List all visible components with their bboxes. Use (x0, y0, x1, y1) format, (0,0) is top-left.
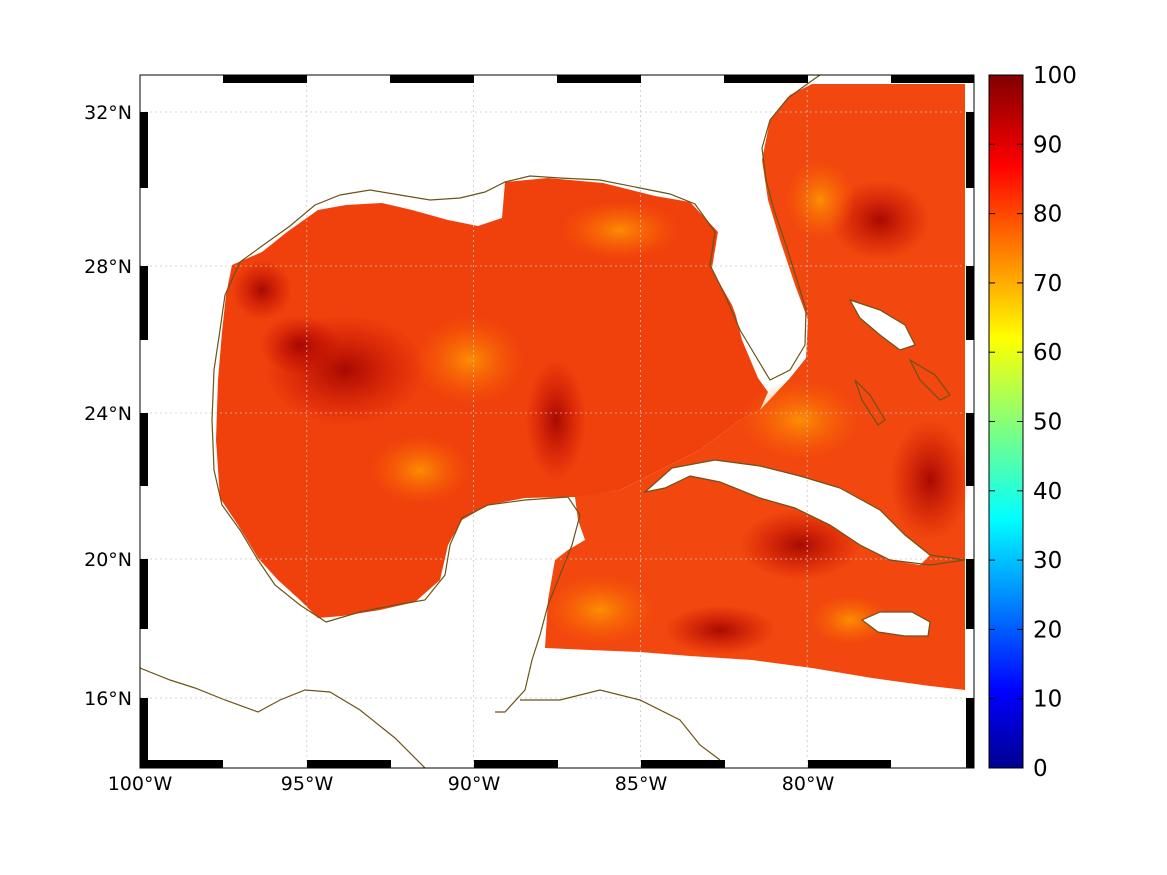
lat-label: 20°N (84, 549, 132, 571)
colorbar-ticks (989, 74, 1023, 769)
mexico-us-coastline (211, 75, 821, 623)
jamaica-coastline (860, 611, 931, 637)
colorbar-tick-label: 0 (1033, 756, 1048, 782)
colorbar-tick-label: 40 (1033, 479, 1062, 505)
map-panel (140, 75, 974, 768)
bahamas-coastline (848, 298, 951, 426)
lat-label: 16°N (84, 688, 132, 710)
lat-label: 32°N (84, 102, 132, 124)
colorbar-tick-label: 60 (1033, 340, 1062, 366)
lat-label: 28°N (84, 256, 132, 278)
lat-label: 24°N (84, 403, 132, 425)
cuba-land (645, 460, 930, 565)
graticule (140, 75, 974, 768)
colorbar-tick-label: 50 (1033, 410, 1062, 436)
latitude-labels: 16°N 20°N 24°N 28°N 32°N (84, 102, 132, 710)
colorbar-tick-label: 80 (1033, 202, 1062, 228)
coastlines (140, 75, 966, 768)
florida-land (712, 210, 806, 390)
yucatan-coastline (325, 496, 581, 713)
gulf-coast-line (140, 667, 426, 768)
map-frame (139, 74, 975, 769)
lon-label: 95°W (281, 773, 334, 795)
colorbar-tick-label: 30 (1033, 548, 1062, 574)
field-variability (232, 160, 970, 655)
colorbar-tick-label: 100 (1033, 63, 1077, 89)
colorbar-tick-label: 90 (1033, 132, 1062, 158)
cuba-coastline (642, 459, 966, 566)
central-america-coastline (520, 689, 721, 761)
lon-label: 90°W (448, 773, 501, 795)
longitude-labels: 100°W 95°W 90°W 85°W 80°W (108, 773, 835, 795)
lon-label: 100°W (108, 773, 173, 795)
lon-label: 85°W (615, 773, 668, 795)
lon-label: 80°W (782, 773, 835, 795)
colorbar-tick-label: 20 (1033, 617, 1062, 643)
land-mask (645, 210, 930, 636)
colorbar-tick-label: 70 (1033, 271, 1062, 297)
colorbar-tick-label: 10 (1033, 687, 1062, 713)
bahamas-land (850, 300, 915, 350)
jamaica-land (862, 612, 930, 636)
